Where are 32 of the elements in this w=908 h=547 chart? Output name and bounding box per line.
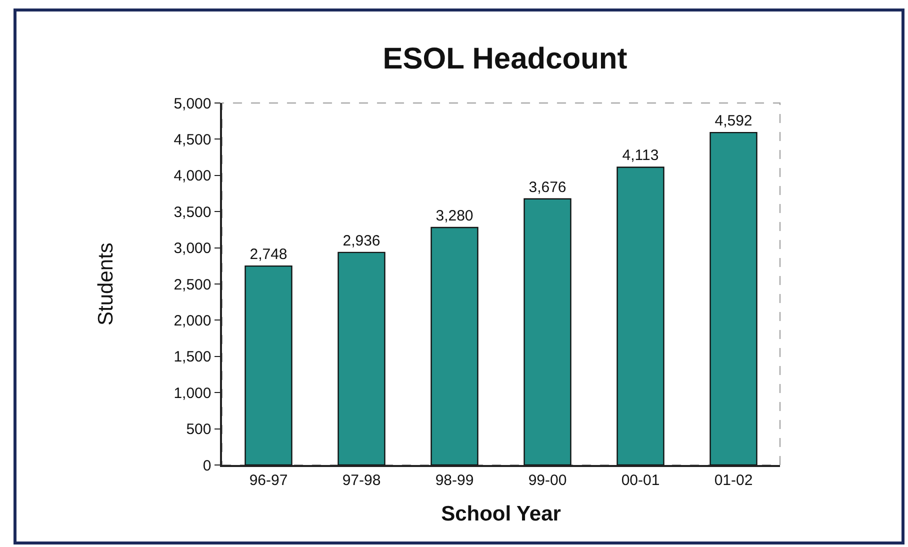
data-label: 2,936 <box>342 232 380 250</box>
bar <box>244 265 292 465</box>
y-tick-label: 5,000 <box>174 95 212 112</box>
x-tick-label: 01-02 <box>714 472 753 489</box>
bar <box>338 252 386 465</box>
y-axis-title: Students <box>94 242 118 326</box>
y-tick-label: 1,000 <box>174 384 212 402</box>
x-tick-label: 96-97 <box>249 472 288 489</box>
y-tick-label: 0 <box>202 457 212 474</box>
y-tick-label: 2,500 <box>174 276 212 294</box>
bar <box>710 132 758 465</box>
x-tick-label: 98-99 <box>435 472 474 489</box>
x-tick-label: 97-98 <box>342 472 381 489</box>
bar <box>430 226 478 465</box>
data-label: 2,748 <box>250 246 288 264</box>
y-tick-label: 4,000 <box>174 168 212 185</box>
data-label: 4,592 <box>714 112 752 130</box>
bar <box>524 198 572 465</box>
x-tick-label: 00-01 <box>621 472 660 489</box>
x-tick-label: 99-00 <box>528 472 567 489</box>
y-tick-label: 500 <box>186 421 212 438</box>
y-tick-label: 1,500 <box>174 348 212 366</box>
y-tick-label: 3,000 <box>174 240 212 258</box>
y-tick-label: 2,000 <box>174 312 212 330</box>
y-tick-label: 4,500 <box>174 131 212 148</box>
data-label: 3,676 <box>528 178 566 196</box>
data-label: 4,113 <box>622 147 659 164</box>
data-label: 3,280 <box>436 208 474 225</box>
x-axis-title: School Year <box>441 502 561 526</box>
bar <box>616 166 664 465</box>
chart-title: ESOL Headcount <box>382 42 628 76</box>
y-tick-label: 3,500 <box>174 204 212 221</box>
